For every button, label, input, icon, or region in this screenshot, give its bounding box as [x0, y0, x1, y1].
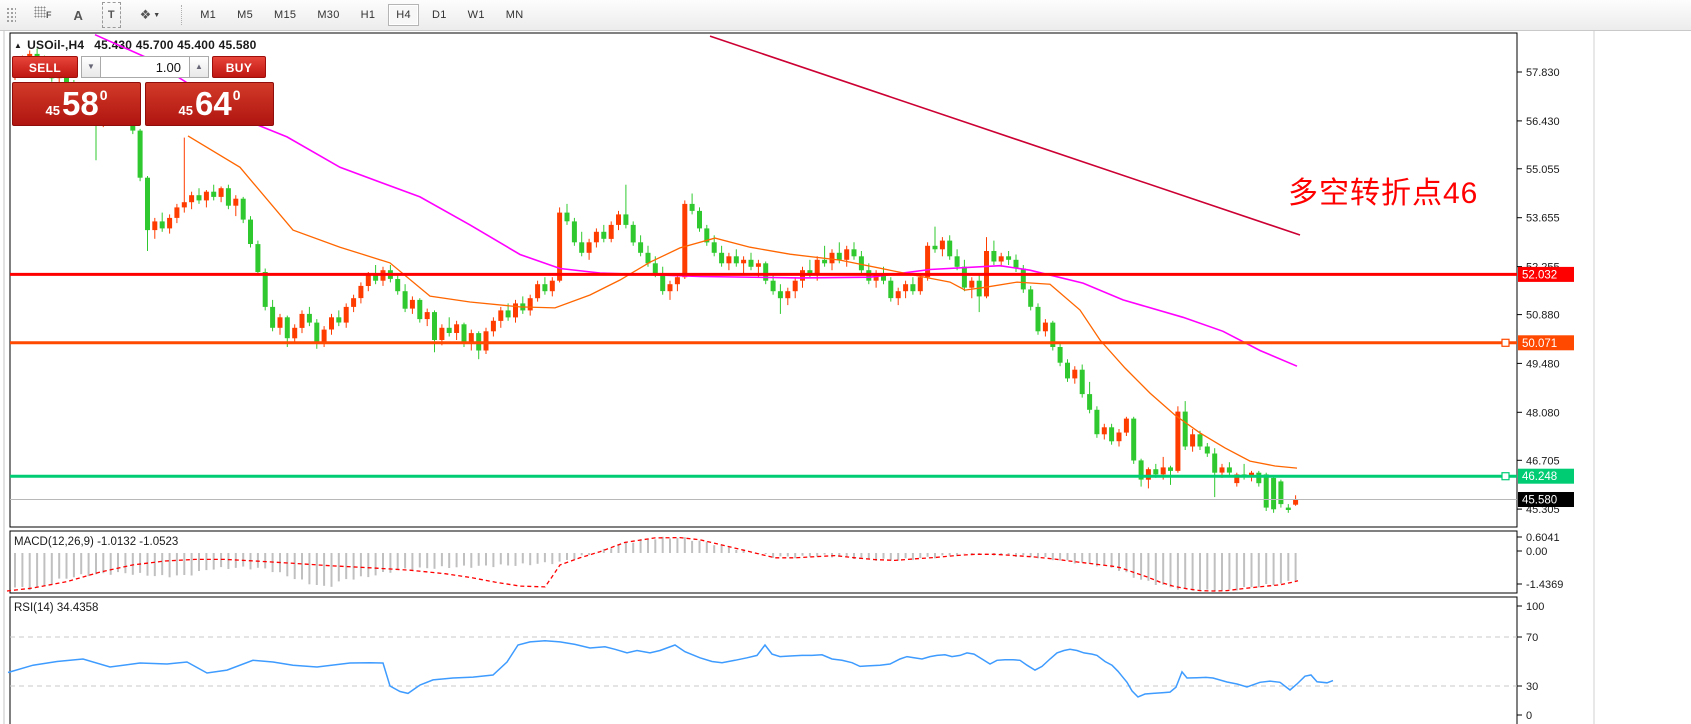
- macd-indicator-label: MACD(12,26,9) -1.0132 -1.0523: [14, 536, 178, 548]
- svg-text:0.6041: 0.6041: [1526, 532, 1560, 544]
- svg-text:46.705: 46.705: [1526, 455, 1560, 467]
- ma-slow-line: [94, 33, 1298, 367]
- chart-area: ▲ USOil-,H4 45.430 45.700 45.400 45.580 57…: [0, 31, 1691, 724]
- timeframe-bar: M1 M5 M15 M30 H1 H4 D1 W1 MN: [192, 4, 536, 26]
- macd-values: -1.0132 -1.0523: [97, 536, 179, 548]
- buy-price-pips: 64: [194, 85, 232, 122]
- timeframe-button-w1[interactable]: W1: [467, 9, 485, 21]
- svg-text:46.248: 46.248: [1522, 471, 1557, 483]
- buy-price-point: 0: [232, 87, 241, 103]
- timeframe-button-m15[interactable]: M15: [274, 9, 297, 21]
- svg-text:49.480: 49.480: [1526, 358, 1560, 370]
- toolbar-grip[interactable]: [6, 7, 16, 23]
- price-tag-45.580: 45.580: [1518, 492, 1574, 507]
- annotation-text[interactable]: 多空转折点46: [1288, 177, 1479, 210]
- rsi-line: [7, 639, 1334, 698]
- svg-text:0: 0: [1526, 710, 1532, 722]
- svg-text:55.055: 55.055: [1526, 164, 1560, 176]
- timeframe-button-m5[interactable]: M5: [237, 9, 253, 21]
- timeframe-button-h1[interactable]: H1: [360, 9, 376, 21]
- chart-title: ▲ USOil-,H4 45.430 45.700 45.400 45.580: [14, 38, 257, 52]
- timeframe-button-m1[interactable]: M1: [200, 9, 217, 21]
- sell-button[interactable]: SELL: [12, 56, 78, 78]
- collapse-triangle-icon[interactable]: ▲: [14, 41, 23, 50]
- sell-price-pips: 58: [61, 85, 99, 122]
- price-tag-52.032: 52.032: [1518, 266, 1574, 282]
- svg-text:50.071: 50.071: [1522, 338, 1557, 350]
- chevron-down-icon[interactable]: ▼: [153, 11, 161, 19]
- price-axis: 57.83056.43055.05553.65552.25550.88049.4…: [1517, 67, 1560, 516]
- trendline[interactable]: [709, 35, 1301, 236]
- ma-fast-line: [187, 135, 1298, 469]
- chart-symbol: USOil-,H4: [27, 38, 85, 52]
- svg-text:45.305: 45.305: [1526, 504, 1560, 516]
- volume-input[interactable]: [101, 56, 189, 78]
- hline-handle[interactable]: [1501, 472, 1510, 481]
- toolbar: F A T ❖ ▼ M1 M5 M15 M30 H1 H4 D1 W1 MN: [0, 0, 1691, 31]
- svg-text:45.580: 45.580: [1522, 495, 1557, 507]
- macd-name: MACD(12,26,9): [14, 536, 94, 548]
- svg-text:50.880: 50.880: [1526, 310, 1560, 322]
- rsi-axis: 100 70 30 0: [1517, 601, 1544, 722]
- macd-pane-border[interactable]: [9, 530, 1518, 594]
- volume-decrease-button[interactable]: ▼: [81, 56, 101, 78]
- svg-text:30: 30: [1526, 681, 1538, 693]
- buy-price-panel[interactable]: 45 64 0: [145, 82, 274, 126]
- timeframe-button-h4[interactable]: H4: [388, 4, 419, 26]
- volume-increase-button[interactable]: ▲: [189, 56, 209, 78]
- objects-icon[interactable]: ❖ ▼: [137, 4, 164, 26]
- rsi-value: 34.4358: [56, 602, 99, 614]
- macd-signal-line: [6, 536, 1299, 592]
- svg-text:70: 70: [1526, 632, 1538, 644]
- svg-text:57.830: 57.830: [1526, 67, 1560, 79]
- buy-price-int: 45: [178, 103, 193, 118]
- svg-text:56.430: 56.430: [1526, 116, 1560, 128]
- timeframe-button-d1[interactable]: D1: [431, 9, 447, 21]
- main-pane-border: [9, 32, 1518, 528]
- rsi-pane-border[interactable]: [9, 596, 1518, 724]
- text-label-icon[interactable]: T: [101, 2, 121, 28]
- cursor-a-icon[interactable]: A: [73, 7, 83, 23]
- timeframe-button-m30[interactable]: M30: [317, 9, 340, 21]
- macd-axis: 0.6041 0.00 -1.4369: [1517, 532, 1563, 591]
- macd-histogram: [14, 536, 1297, 591]
- price-chart-canvas: 57.83056.43055.05553.65552.25550.88049.4…: [3, 31, 1595, 724]
- toolbar-separator: [181, 5, 183, 25]
- svg-text:-1.4369: -1.4369: [1526, 579, 1563, 591]
- svg-text:0.00: 0.00: [1526, 546, 1547, 558]
- sell-price-point: 0: [99, 87, 108, 103]
- timeframe-button-mn[interactable]: MN: [505, 9, 524, 21]
- svg-text:48.080: 48.080: [1526, 407, 1560, 419]
- price-tag-46.248: 46.248: [1518, 468, 1574, 484]
- svg-text:52.032: 52.032: [1522, 269, 1557, 281]
- svg-text:100: 100: [1526, 601, 1544, 613]
- sell-price-panel[interactable]: 45 58 0: [12, 82, 141, 126]
- chart-shift-icon[interactable]: F: [32, 4, 55, 26]
- svg-text:53.655: 53.655: [1526, 213, 1560, 225]
- one-click-trading-panel: SELL ▼ ▲ BUY 45 58 0 45 64 0: [12, 56, 274, 126]
- price-tag-50.071: 50.071: [1518, 335, 1574, 351]
- sell-price-int: 45: [45, 103, 60, 118]
- rsi-indicator-label: RSI(14) 34.4358: [14, 602, 98, 614]
- buy-button[interactable]: BUY: [212, 56, 266, 78]
- rsi-name: RSI(14): [14, 602, 54, 614]
- hline-handle[interactable]: [1501, 338, 1510, 347]
- chart-ohlc-values: 45.430 45.700 45.400 45.580: [94, 38, 257, 52]
- objects-glyph: ❖: [139, 7, 152, 22]
